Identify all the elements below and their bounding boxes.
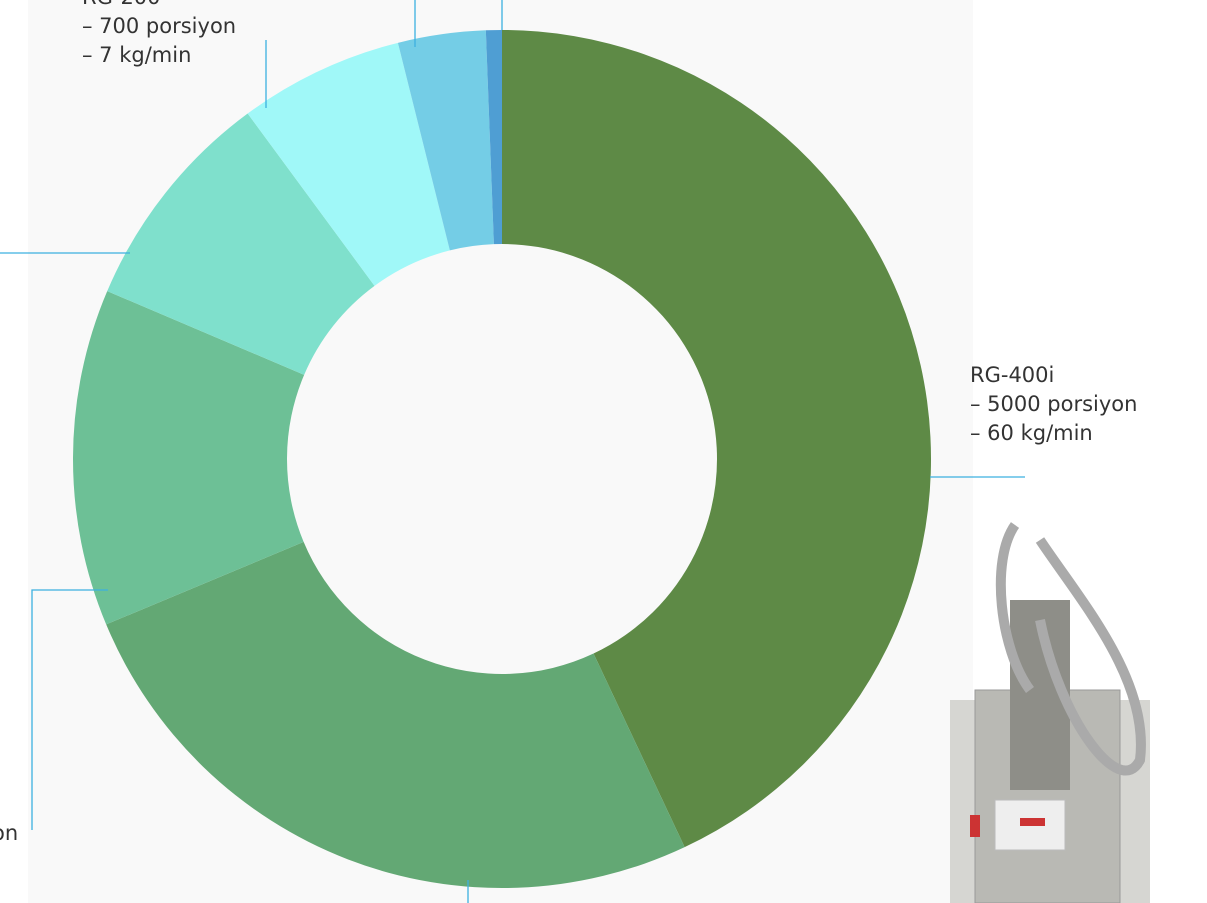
donut-slice [485,30,502,245]
donut-slice [107,113,375,375]
donut-slice [247,42,450,286]
annotation-line: on [0,821,18,845]
annotation-line: – 7 kg/min [82,43,191,67]
product-image [950,522,1150,903]
donut-slice [72,291,305,625]
annotation-line: RG-200 [82,0,161,9]
annotations: RG-200 – 700 porsiyon – 7 kg/min RG-400i – 5… [0,0,1137,845]
donut-slice [106,541,685,888]
donut [72,30,932,888]
annotation-line: – 700 porsiyon [82,14,236,38]
donut-slice [502,30,932,848]
donut-slice [397,30,494,251]
leader-lines [0,0,1025,903]
leader-line [31,589,108,830]
annotation-line: RG-400i [970,363,1054,387]
annotation-line: – 5000 porsiyon [970,392,1137,416]
annotation-line: – 60 kg/min [970,421,1093,445]
